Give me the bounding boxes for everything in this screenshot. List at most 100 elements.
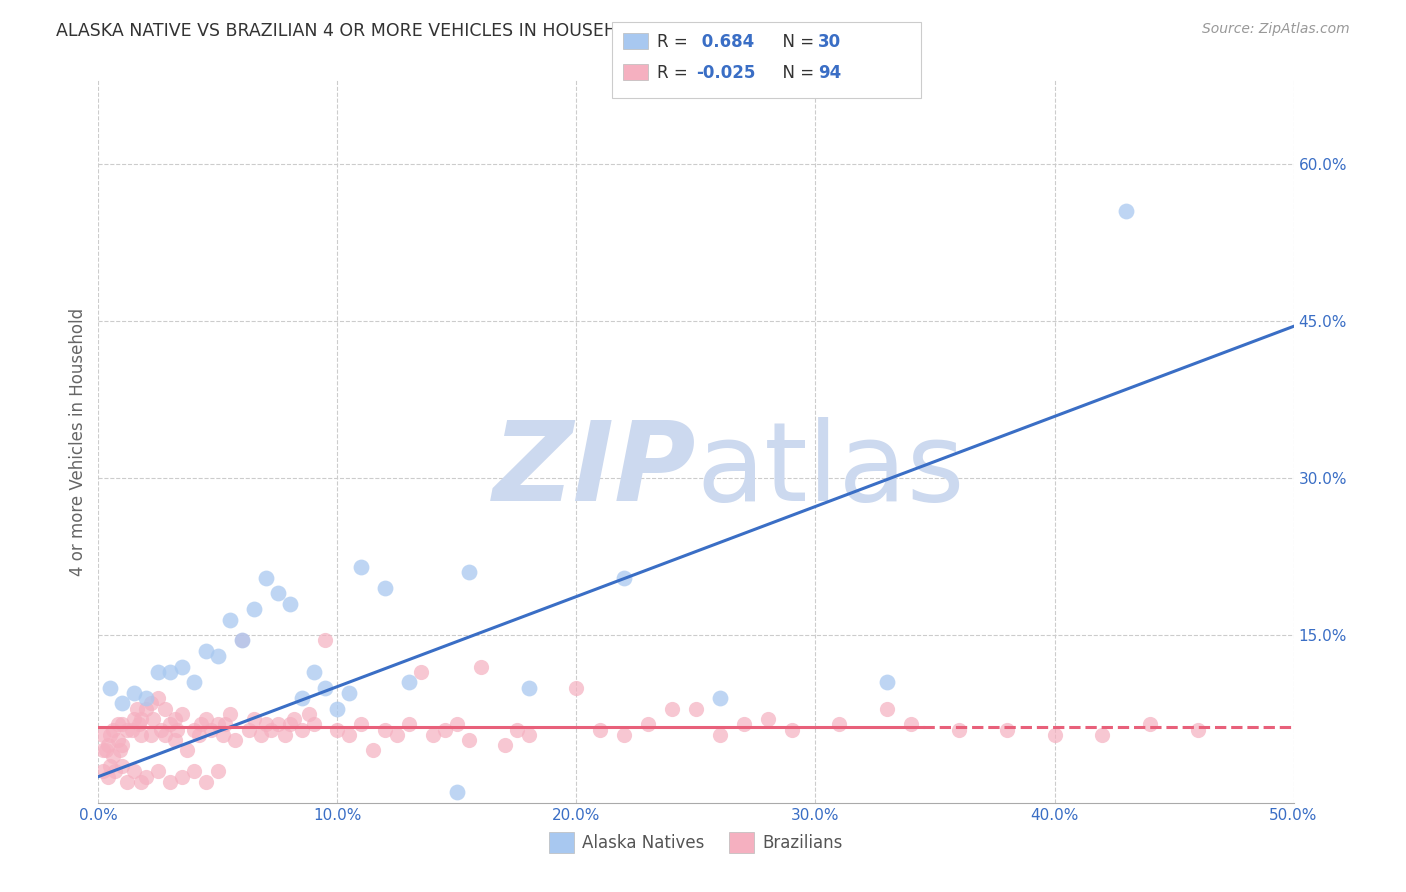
Point <box>278 597 301 611</box>
Point <box>1043 728 1066 742</box>
Point <box>446 717 468 731</box>
Point <box>948 723 970 737</box>
Point <box>155 701 177 715</box>
Point <box>374 723 396 737</box>
Point <box>111 696 134 710</box>
Point <box>274 728 297 742</box>
Point <box>139 696 162 710</box>
Point <box>159 665 181 679</box>
Point <box>98 759 122 773</box>
Point <box>101 748 124 763</box>
Point <box>637 717 659 731</box>
Point <box>195 775 218 789</box>
Point <box>91 764 114 779</box>
Point <box>613 571 636 585</box>
Point <box>124 686 146 700</box>
Point <box>108 743 131 757</box>
Point <box>458 733 481 747</box>
Point <box>183 723 205 737</box>
Text: R =: R = <box>657 33 693 51</box>
Point <box>142 712 165 726</box>
Point <box>211 728 233 742</box>
Point <box>254 717 277 731</box>
Point <box>339 686 361 700</box>
Point <box>828 717 851 731</box>
Point <box>470 659 492 673</box>
Point <box>231 633 253 648</box>
Point <box>163 733 186 747</box>
Point <box>267 586 290 600</box>
Point <box>661 701 683 715</box>
Point <box>159 775 181 789</box>
Point <box>98 681 122 695</box>
Point <box>176 743 198 757</box>
Point <box>756 712 779 726</box>
Point <box>385 728 409 742</box>
Point <box>131 712 153 726</box>
Point <box>104 764 127 779</box>
Point <box>183 764 205 779</box>
Point <box>97 770 120 784</box>
Point <box>398 675 420 690</box>
Point <box>517 728 540 742</box>
Point <box>219 706 242 721</box>
Point <box>207 649 229 664</box>
Point <box>200 723 222 737</box>
Point <box>254 571 277 585</box>
Text: R =: R = <box>657 64 693 82</box>
Point <box>131 728 153 742</box>
Point <box>876 701 898 715</box>
Point <box>207 764 229 779</box>
Point <box>101 723 124 737</box>
Point <box>115 775 138 789</box>
Point <box>238 723 260 737</box>
Point <box>709 728 731 742</box>
Point <box>195 644 218 658</box>
Y-axis label: 4 or more Vehicles in Household: 4 or more Vehicles in Household <box>69 308 87 575</box>
Point <box>506 723 529 737</box>
Point <box>315 681 337 695</box>
Point <box>155 728 177 742</box>
Point <box>302 665 325 679</box>
Point <box>494 738 516 752</box>
Point <box>148 764 170 779</box>
Point <box>166 723 188 737</box>
Point <box>219 613 242 627</box>
Point <box>411 665 433 679</box>
Point <box>876 675 898 690</box>
Point <box>259 723 281 737</box>
Point <box>733 717 755 731</box>
Point <box>1139 717 1161 731</box>
Point <box>111 738 134 752</box>
Point <box>107 733 129 747</box>
Point <box>183 675 205 690</box>
Text: ZIP: ZIP <box>492 417 696 524</box>
Point <box>250 728 273 742</box>
Point <box>172 706 194 721</box>
Point <box>374 581 396 595</box>
Point <box>190 717 212 731</box>
Point <box>97 738 120 752</box>
Point <box>339 728 361 742</box>
Point <box>111 759 134 773</box>
Point <box>125 701 148 715</box>
Point <box>243 602 266 616</box>
Point <box>422 728 444 742</box>
Point <box>172 659 194 673</box>
Point <box>517 681 540 695</box>
Point <box>131 775 153 789</box>
Text: N =: N = <box>772 64 820 82</box>
Point <box>302 717 325 731</box>
Point <box>1115 204 1137 219</box>
Point <box>900 717 922 731</box>
Point <box>446 785 468 799</box>
Point <box>685 701 707 715</box>
Legend: Alaska Natives, Brazilians: Alaska Natives, Brazilians <box>543 826 849 860</box>
Point <box>148 665 170 679</box>
Point <box>326 723 349 737</box>
Text: N =: N = <box>772 33 820 51</box>
Text: 0.684: 0.684 <box>696 33 754 51</box>
Point <box>98 728 122 742</box>
Text: -0.025: -0.025 <box>696 64 755 82</box>
Point <box>135 770 157 784</box>
